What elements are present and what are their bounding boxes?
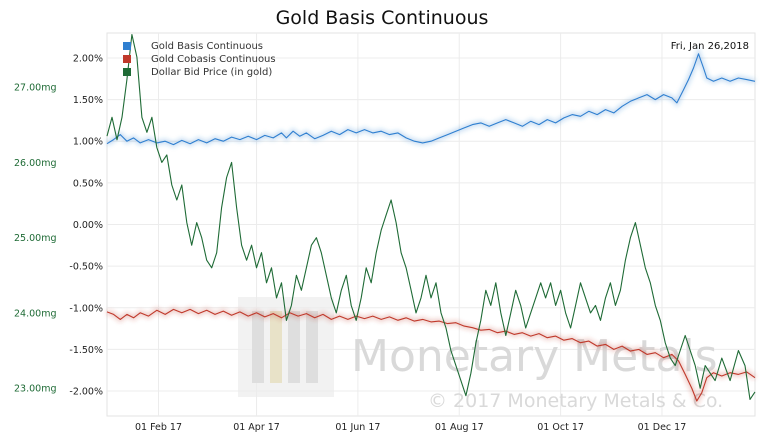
x-axis-tick-label: 01 Jun 17 [335, 422, 380, 433]
series-layer [105, 33, 757, 407]
legend-label-gold-basis: Gold Basis Continuous [151, 41, 263, 52]
right-axis-tick-label: -1.00% [69, 303, 103, 314]
grid [107, 33, 755, 416]
legend-swatch-gold-cobasis [123, 55, 131, 63]
right-axis-tick-label: -2.00% [69, 387, 103, 398]
x-axis: 01 Feb 17 01 Apr 17 01 Jun 17 01 Aug 17 01 O… [135, 422, 686, 433]
right-axis-tick-label: 0.50% [73, 178, 103, 189]
right-axis-tick-label: 1.00% [73, 137, 103, 148]
left-axis-tick-label: 25.00mg [14, 233, 56, 244]
legend-label-gold-cobasis: Gold Cobasis Continuous [151, 54, 276, 65]
right-axis-tick-label: -0.50% [69, 262, 103, 273]
date-label: Fri, Jan 26,2018 [671, 41, 749, 52]
watermark: Monetary Metals © 2017 Monetary Metals &… [238, 297, 723, 412]
right-axis-tick-label: 1.50% [73, 95, 103, 106]
chart-title: Gold Basis Continuous [276, 7, 489, 29]
right-axis-tick-label: -1.50% [69, 345, 103, 356]
x-axis-tick-label: 01 Apr 17 [233, 422, 280, 433]
left-axis-tick-label: 23.00mg [14, 384, 56, 395]
left-axis-tick-label: 27.00mg [14, 83, 56, 94]
watermark-brand: Monetary Metals [351, 331, 718, 382]
legend: Gold Basis Continuous Gold Cobasis Conti… [123, 41, 276, 78]
right-axis-tick-label: 0.00% [73, 220, 103, 231]
x-axis-tick-label: 01 Feb 17 [135, 422, 182, 433]
legend-swatch-dollar-bid [123, 68, 131, 76]
right-axis-tick-label: 2.00% [73, 53, 103, 64]
right-axis: 2.00% 1.50% 1.00% 0.50% 0.00% -0.50% -1.00% -1.… [69, 53, 103, 397]
series-line-gold-basis [106, 53, 756, 146]
x-axis-tick-label: 01 Dec 17 [638, 422, 687, 433]
series-line-dollar-bid [106, 33, 756, 400]
x-axis-tick-label: 01 Oct 17 [537, 422, 584, 433]
x-axis-tick-label: 01 Aug 17 [435, 422, 484, 433]
series-line-gold-cobasis [106, 308, 756, 402]
left-axis-tick-label: 26.00mg [14, 158, 56, 169]
left-axis-tick-label: 24.00mg [14, 308, 56, 319]
left-axis: 27.00mg 26.00mg 25.00mg 24.00mg 23.00mg [14, 83, 56, 395]
legend-swatch-gold-basis [123, 42, 131, 50]
legend-label-dollar-bid: Dollar Bid Price (in gold) [151, 67, 272, 78]
watermark-copyright: © 2017 Monetary Metals & Co. [428, 390, 723, 412]
